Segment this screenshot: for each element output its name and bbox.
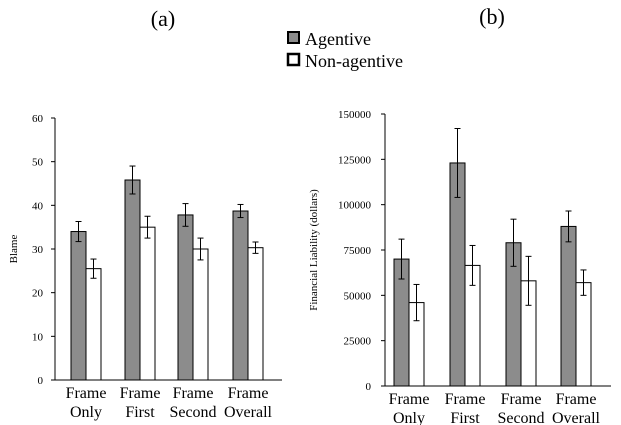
y-tick-label: 125000 xyxy=(338,154,372,166)
bar-agentive xyxy=(177,214,194,381)
category-label: First xyxy=(125,404,155,421)
y-tick-label: 10 xyxy=(32,331,44,343)
y-tick-label: 150000 xyxy=(338,109,372,121)
category-label: Second xyxy=(497,410,544,425)
category-label: Frame xyxy=(228,385,269,402)
y-tick-label: 50 xyxy=(32,157,44,169)
y-tick-label: 40 xyxy=(32,200,44,212)
bar-agentive xyxy=(70,231,87,381)
bar-non-agentive xyxy=(247,247,264,381)
bar-non-agentive xyxy=(575,282,592,387)
y-tick-label: 75000 xyxy=(344,245,372,257)
category-label: Overall xyxy=(552,410,601,425)
y-tick-label: 60 xyxy=(32,113,44,125)
y-tick-label: 25000 xyxy=(344,336,372,348)
category-label: Frame xyxy=(120,385,161,402)
legend-swatch-non-agentive xyxy=(286,52,301,67)
category-label: Only xyxy=(393,410,425,425)
category-label: Second xyxy=(169,404,216,421)
category-label: Frame xyxy=(556,391,597,408)
bar-agentive xyxy=(124,179,141,381)
chart-blame: Blame 0 10 20 30 40 50 60 Frame Only Frame First Fra… xyxy=(8,113,282,421)
category-label: Frame xyxy=(389,391,430,408)
legend-label-agentive: Agentive xyxy=(305,29,371,49)
y-tick-label: 0 xyxy=(366,381,372,393)
category-label: First xyxy=(450,410,480,425)
category-label: Frame xyxy=(66,385,107,402)
category-label: Frame xyxy=(445,391,486,408)
category-label: Only xyxy=(70,404,102,421)
legend-swatch-agentive xyxy=(287,31,300,44)
bar-non-agentive xyxy=(139,226,156,381)
panel-label-b: (b) xyxy=(479,4,505,29)
category-label: Frame xyxy=(501,391,542,408)
y-tick-label: 0 xyxy=(38,375,44,387)
bar-non-agentive xyxy=(85,268,102,381)
y-tick-label: 50000 xyxy=(344,290,372,302)
y-tick-label: 30 xyxy=(32,244,44,256)
y-tick-label: 100000 xyxy=(338,200,372,212)
category-label: Frame xyxy=(173,385,214,402)
y-axis-label: Financial Liability (dollars) xyxy=(308,189,320,311)
bar-agentive xyxy=(560,225,577,387)
legend-label-non-agentive: Non-agentive xyxy=(305,51,403,71)
y-axis-label: Blame xyxy=(8,235,20,264)
bar-agentive xyxy=(232,210,249,381)
y-tick-label: 20 xyxy=(32,288,44,300)
category-label: Overall xyxy=(224,404,273,421)
bar-non-agentive xyxy=(192,248,209,381)
panel-label-a: (a) xyxy=(151,6,175,31)
legend: Agentive Non-agentive xyxy=(286,29,403,71)
chart-financial-liability: Financial Liability (dollars) 0 25000 50000… xyxy=(308,109,611,425)
